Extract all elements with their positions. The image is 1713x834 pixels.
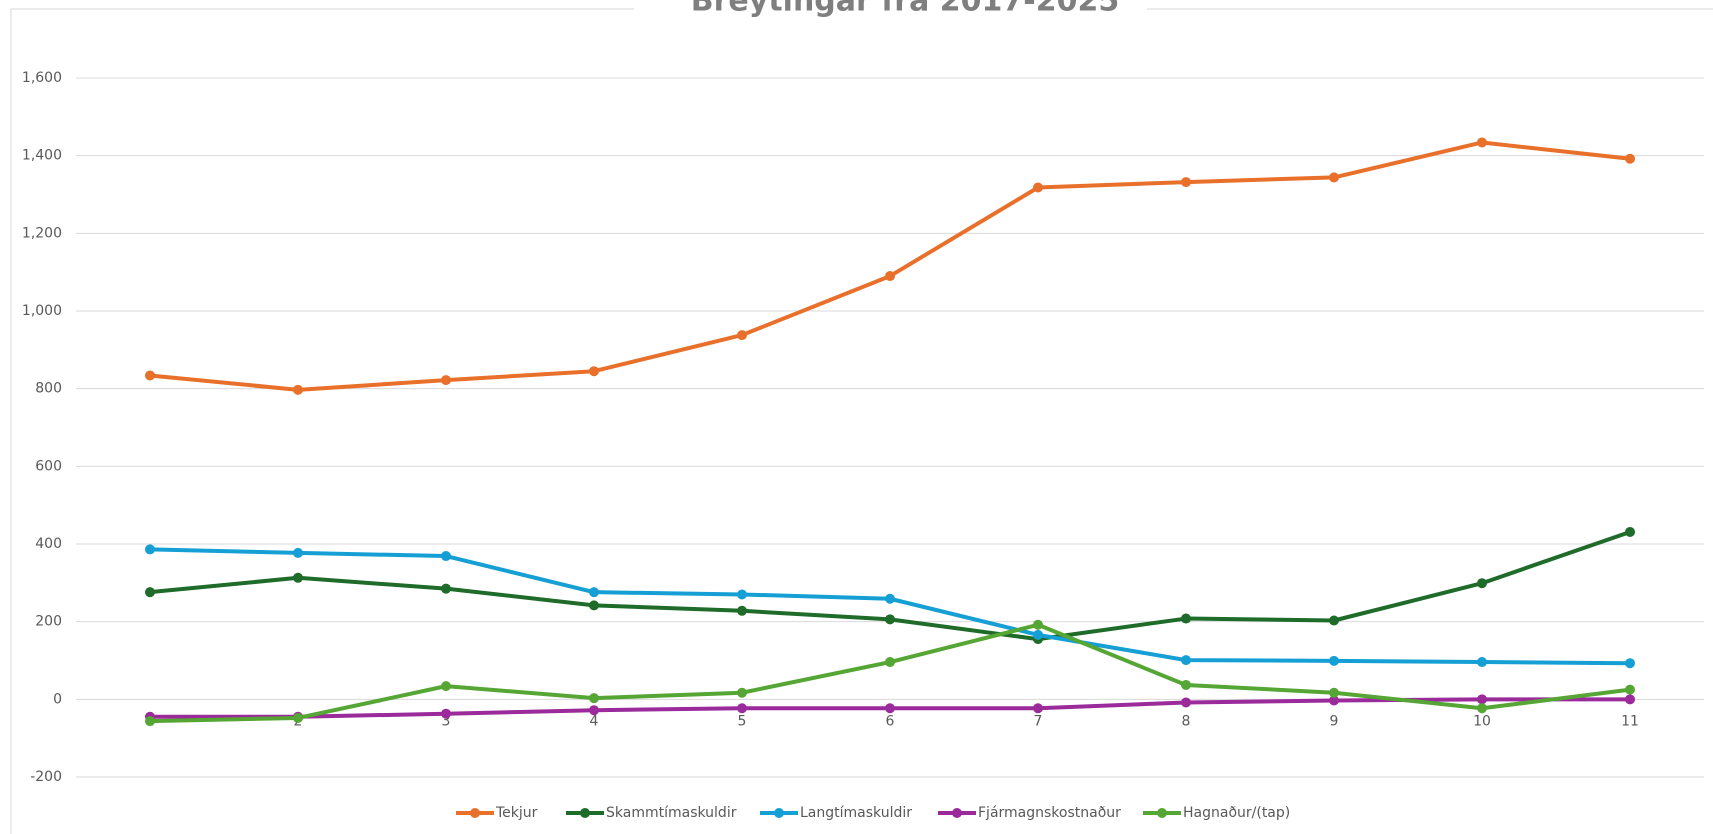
data-point [589, 587, 599, 598]
x-tick-label: 5 [738, 713, 747, 729]
data-point [1033, 182, 1043, 193]
data-point [293, 572, 303, 583]
data-point [441, 681, 451, 692]
legend-marker [580, 808, 590, 818]
data-point [589, 600, 599, 611]
legend-label: Skammtímaskuldir [606, 805, 737, 821]
data-point [145, 587, 155, 598]
data-point [441, 708, 451, 719]
x-tick-label: 6 [886, 713, 895, 729]
data-point [1329, 655, 1339, 666]
legend-label: Hagnaður/(tap) [1183, 805, 1290, 821]
data-point [1477, 694, 1487, 705]
data-point [737, 330, 747, 341]
data-point [1329, 687, 1339, 698]
data-point [145, 544, 155, 555]
data-point [737, 605, 747, 616]
y-tick-label: 0 [53, 691, 62, 707]
data-point [1181, 697, 1191, 708]
data-point [1181, 655, 1191, 666]
data-point [1477, 657, 1487, 668]
data-point [737, 703, 747, 714]
legend-marker [1157, 808, 1167, 818]
data-point [293, 547, 303, 558]
data-point [589, 705, 599, 716]
data-point [885, 614, 895, 625]
legend-label: Langtímaskuldir [800, 805, 912, 821]
data-point [1625, 694, 1635, 705]
data-point [589, 693, 599, 704]
data-point [441, 551, 451, 562]
x-tick-label: 7 [1034, 713, 1043, 729]
data-point [1477, 703, 1487, 714]
legend-label: Fjármagnskostnaður [978, 805, 1121, 821]
y-tick-label: 400 [35, 536, 62, 552]
x-tick-label: 9 [1330, 713, 1339, 729]
data-point [1181, 679, 1191, 690]
data-point [1477, 578, 1487, 589]
data-point [1625, 684, 1635, 695]
data-point [1033, 619, 1043, 630]
y-tick-label: 1,200 [22, 225, 62, 241]
data-point [145, 716, 155, 727]
data-point [145, 370, 155, 381]
y-tick-label: 1,000 [22, 303, 62, 319]
y-tick-label: -200 [30, 769, 62, 785]
x-tick-label: 10 [1473, 713, 1491, 729]
data-point [1033, 703, 1043, 714]
data-point [1033, 629, 1043, 640]
data-point [1477, 137, 1487, 148]
series-line [149, 547, 1631, 666]
data-point [885, 593, 895, 604]
y-tick-label: 600 [35, 458, 62, 474]
data-point [1625, 153, 1635, 164]
x-tick-label: 8 [1182, 713, 1191, 729]
data-point [293, 712, 303, 723]
data-point [1181, 613, 1191, 624]
data-point [589, 366, 599, 377]
y-tick-label: 1,400 [22, 148, 62, 164]
data-point [1329, 615, 1339, 626]
y-tick-label: 800 [35, 381, 62, 397]
data-point [1181, 177, 1191, 188]
legend-label: Tekjur [495, 805, 538, 821]
data-point [885, 271, 895, 282]
legend-marker [470, 808, 480, 818]
data-point [441, 375, 451, 386]
data-point [885, 657, 895, 668]
data-point [293, 384, 303, 395]
x-tick-label: 3 [442, 713, 451, 729]
data-point [885, 703, 895, 714]
data-point [1329, 695, 1339, 706]
title-background [634, 0, 1147, 20]
chart-title: Breytingar frá 2017-2025 [691, 0, 1119, 19]
x-tick-label: 4 [590, 713, 599, 729]
data-point [1329, 172, 1339, 183]
series-line [149, 140, 1631, 392]
data-point [737, 589, 747, 600]
data-point [441, 583, 451, 594]
legend-marker [952, 808, 962, 818]
legend-marker [774, 808, 784, 818]
y-tick-label: 1,600 [22, 70, 62, 86]
data-point [1625, 658, 1635, 669]
data-point [737, 687, 747, 698]
data-point [1625, 526, 1635, 537]
x-tick-label: 11 [1621, 713, 1639, 729]
y-tick-label: 200 [35, 614, 62, 630]
